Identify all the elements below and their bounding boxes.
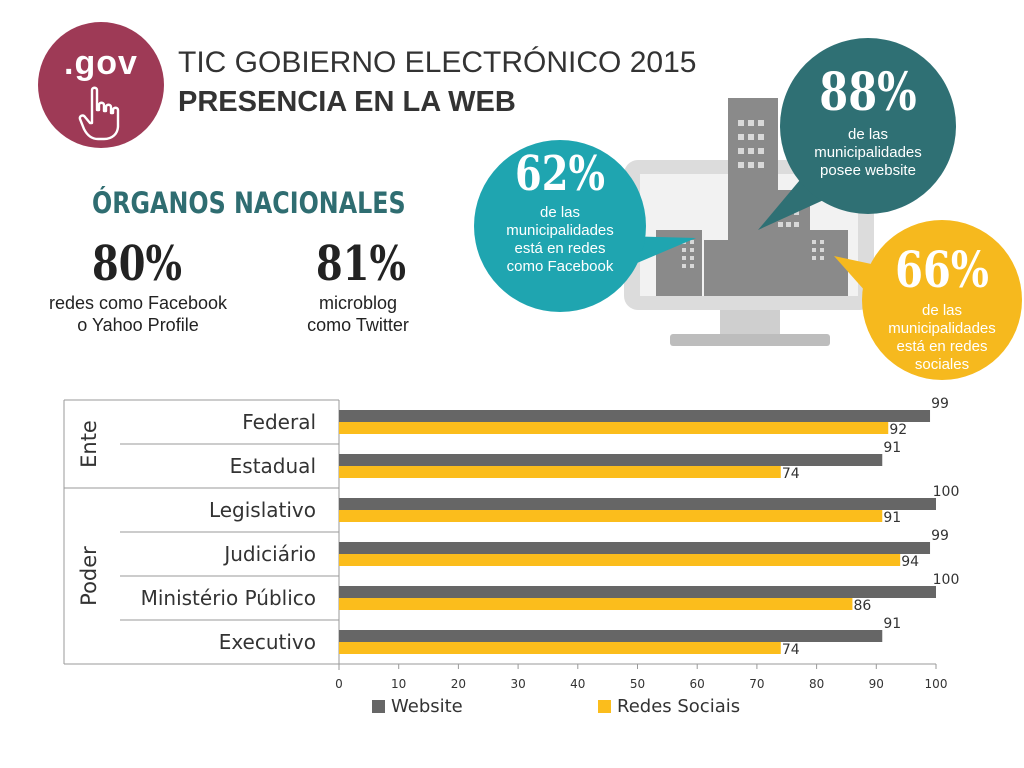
bar-website — [339, 498, 936, 510]
x-tick-label: 70 — [749, 677, 764, 690]
x-tick-label: 80 — [809, 677, 824, 690]
data-label: 74 — [782, 466, 800, 482]
logo-text: .gov — [64, 44, 138, 82]
category-label: Estadual — [230, 454, 316, 478]
bubble-62-circle — [474, 140, 646, 312]
bubble-66-line: de las — [921, 302, 963, 319]
organos-heading: ÓRGANOS NACIONALES — [92, 186, 406, 220]
bar-redes-sociais — [339, 422, 889, 434]
bubble-88-text: de las municipalidades posee website — [786, 126, 950, 180]
x-tick-label: 60 — [690, 677, 705, 690]
bubble-88-value: 88% — [819, 62, 917, 123]
x-tick-label: 0 — [335, 677, 343, 690]
legend-website-label: Website — [391, 696, 463, 717]
category-label: Executivo — [219, 630, 316, 654]
stat-81-caption: microblog como Twitter — [288, 292, 428, 336]
bubble-88-line: de las — [847, 126, 889, 143]
bar-website — [339, 630, 883, 642]
legend-redes-sociais-label: Redes Sociais — [617, 696, 741, 717]
category-label: Ministério Público — [141, 586, 316, 610]
bubble-66-line: sociales — [914, 356, 970, 373]
bubble-88-shape — [758, 38, 956, 230]
data-label: 91 — [883, 510, 901, 526]
monitor-base — [670, 334, 830, 346]
bar-redes-sociais — [339, 642, 781, 654]
stat-81-caption-line2: como Twitter — [307, 315, 409, 335]
buildings — [656, 98, 848, 296]
category-label: Judiciário — [222, 542, 316, 566]
data-label: 99 — [931, 528, 949, 544]
data-label: 91 — [883, 440, 901, 456]
stat-80-caption-line2: o Yahoo Profile — [77, 315, 199, 335]
stat-81-value: 81% — [316, 236, 406, 292]
bar-website — [339, 586, 936, 598]
bubble-88-line: municipalidades — [814, 144, 922, 161]
category-label: Federal — [242, 410, 316, 434]
x-tick-label: 100 — [925, 677, 948, 690]
page-subtitle: PRESENCIA EN LA WEB — [178, 86, 516, 118]
legend-redes-sociais: Redes Sociais — [598, 696, 740, 717]
bubble-66-value: 66% — [895, 240, 989, 299]
bubble-88-circle — [780, 38, 956, 214]
x-tick-label: 20 — [451, 677, 466, 690]
bar-website — [339, 542, 931, 554]
data-label: 86 — [854, 598, 872, 614]
x-tick-label: 90 — [869, 677, 884, 690]
legend-redes-sociais-swatch — [598, 700, 611, 713]
group-label: Poder — [77, 546, 101, 606]
group-label: Ente — [77, 420, 101, 468]
bubble-66-line: está en redes — [896, 338, 988, 355]
bubble-62-value: 62% — [515, 146, 605, 202]
bubble-66-line: municipalidades — [888, 320, 996, 337]
bubble-66-shape — [834, 220, 1022, 380]
data-label: 94 — [901, 554, 919, 570]
stat-80-caption: redes como Facebook o Yahoo Profile — [28, 292, 248, 336]
bar-redes-sociais — [339, 510, 883, 522]
data-label: 99 — [931, 396, 949, 412]
gov-logo: .gov — [38, 22, 164, 148]
bubble-62-line: como Facebook — [506, 258, 614, 275]
monitor-neck — [720, 310, 780, 334]
data-label: 92 — [889, 422, 907, 438]
legend-website-swatch — [372, 700, 385, 713]
page-title: TIC GOBIERNO ELECTRÓNICO 2015 — [178, 46, 697, 79]
bar-redes-sociais — [339, 554, 901, 566]
legend-website: Website — [372, 696, 463, 717]
data-label: 91 — [883, 616, 901, 632]
x-tick-label: 50 — [630, 677, 645, 690]
stat-80-caption-line1: redes como Facebook — [48, 293, 228, 313]
data-label: 100 — [933, 484, 960, 500]
bubble-62-text: de las municipalidades está en redes com… — [480, 204, 640, 276]
data-label: 100 — [933, 572, 960, 588]
x-tick-label: 10 — [391, 677, 406, 690]
category-label: Legislativo — [209, 498, 316, 522]
bar-website — [339, 454, 883, 466]
bar-redes-sociais — [339, 466, 781, 478]
bubble-62-line: municipalidades — [506, 222, 614, 239]
bar-website — [339, 410, 931, 422]
stat-81-caption-line1: microblog — [318, 293, 398, 313]
stat-80-value: 80% — [92, 236, 182, 292]
bubble-62-line: está en redes — [514, 240, 606, 257]
bubble-88-line: posee website — [820, 162, 916, 179]
x-tick-label: 40 — [570, 677, 585, 690]
bar-chart: Federal Estadual Ente Legislativo Judiciário… — [63, 396, 960, 690]
bubble-62-shape — [474, 140, 696, 312]
bubble-66-text: de las municipalidades está en redes soc… — [866, 302, 1018, 374]
bar-redes-sociais — [339, 598, 853, 610]
bubble-62-line: de las — [539, 204, 581, 221]
pointing-hand-icon — [78, 86, 120, 141]
x-tick-label: 30 — [510, 677, 525, 690]
data-label: 74 — [782, 642, 800, 658]
bubble-66-circle — [862, 220, 1022, 380]
